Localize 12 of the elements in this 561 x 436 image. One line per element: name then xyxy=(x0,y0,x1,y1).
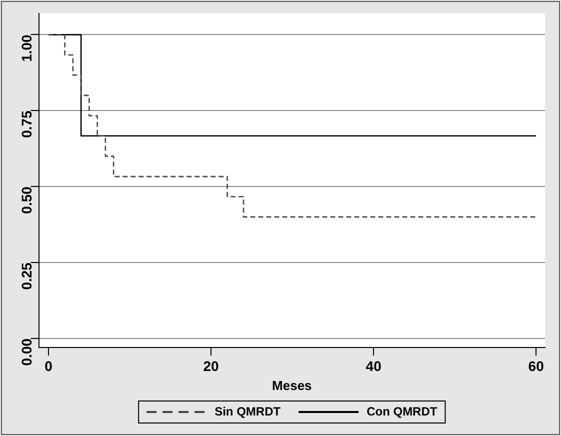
x-axis-title: Meses xyxy=(272,378,312,393)
y-tick-label: 1.00 xyxy=(18,34,35,62)
x-tick-label: 0 xyxy=(44,358,53,374)
y-tick-label: 0.25 xyxy=(18,262,35,290)
x-tick-label: 40 xyxy=(366,358,382,374)
y-tick-label: 0.50 xyxy=(18,186,35,214)
y-tick-label: 0.00 xyxy=(18,338,35,366)
x-tick-label: 60 xyxy=(528,358,544,374)
legend-label: Con QMRDT xyxy=(366,404,438,418)
legend-label: Sin QMRDT xyxy=(214,404,282,418)
y-tick-label: 0.75 xyxy=(18,110,35,138)
x-tick-label: 20 xyxy=(203,358,220,374)
